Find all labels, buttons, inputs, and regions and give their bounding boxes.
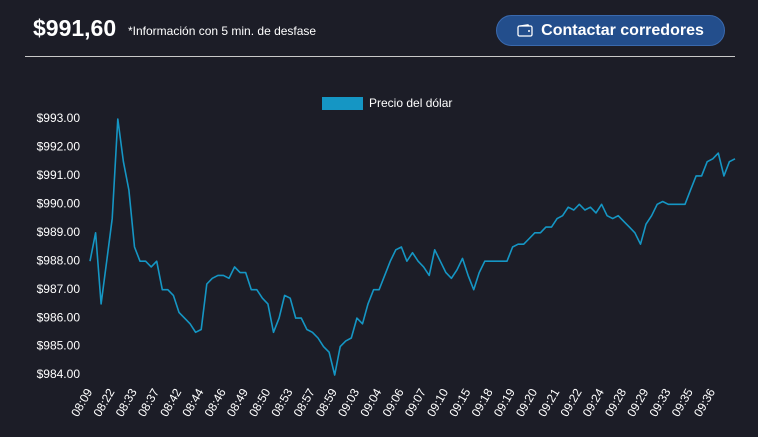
x-tick-label: 09:36 — [691, 386, 718, 419]
note: *Información con 5 min. de desfase — [128, 24, 317, 38]
x-tick-label: 09:03 — [335, 386, 362, 419]
y-tick-label: $993.00 — [37, 111, 81, 125]
y-tick-label: $990.00 — [37, 197, 81, 211]
x-tick-label: 09:19 — [491, 386, 518, 419]
x-tick-label: 08:57 — [291, 386, 318, 419]
x-tick-label: 09:21 — [535, 386, 562, 419]
x-tick-label: 08:09 — [68, 386, 95, 419]
x-tick-label: 09:35 — [669, 386, 696, 419]
price: $991,60 — [33, 15, 117, 41]
wallet-icon — [517, 24, 533, 37]
x-tick-label: 09:04 — [357, 386, 384, 419]
y-tick-label: $992.00 — [37, 140, 81, 154]
x-tick-label: 08:53 — [268, 386, 295, 419]
x-tick-label: 08:44 — [179, 386, 206, 419]
button-label: Contactar corredores — [541, 21, 704, 39]
y-tick-label: $989.00 — [37, 225, 81, 239]
x-tick-label: 09:06 — [380, 386, 407, 419]
y-tick-label: $986.00 — [37, 310, 81, 324]
y-tick-label: $985.00 — [37, 339, 81, 353]
x-tick-label: 09:24 — [580, 386, 607, 419]
x-tick-label: 09:33 — [646, 386, 673, 419]
x-tick-label: 08:33 — [113, 386, 140, 419]
x-tick-label: 08:59 — [313, 386, 340, 419]
y-tick-label: $988.00 — [37, 253, 81, 267]
x-tick-label: 08:37 — [135, 386, 162, 419]
x-tick-label: 08:49 — [224, 386, 251, 419]
x-tick-label: 09:10 — [424, 386, 451, 419]
price-line — [89, 118, 736, 376]
x-tick-label: 09:29 — [624, 386, 651, 419]
legend-label: Precio del dólar — [369, 96, 452, 110]
x-tick-label: 09:18 — [469, 386, 496, 419]
y-tick-label: $991.00 — [37, 168, 81, 182]
y-tick-label: $984.00 — [37, 367, 81, 381]
x-tick-label: 08:22 — [90, 386, 117, 419]
contact-button[interactable]: Contactar corredores — [496, 15, 725, 46]
x-tick-label: 09:07 — [402, 386, 429, 419]
x-tick-label: 08:50 — [246, 386, 273, 419]
x-tick-label: 09:28 — [602, 386, 629, 419]
x-tick-label: 09:22 — [558, 386, 585, 419]
y-tick-label: $987.00 — [37, 282, 81, 296]
x-tick-label: 09:20 — [513, 386, 540, 419]
x-tick-label: 08:42 — [157, 386, 184, 419]
x-tick-label: 09:15 — [446, 386, 473, 419]
x-tick-label: 08:46 — [202, 386, 229, 419]
divider — [25, 56, 735, 57]
legend-swatch — [322, 97, 363, 110]
